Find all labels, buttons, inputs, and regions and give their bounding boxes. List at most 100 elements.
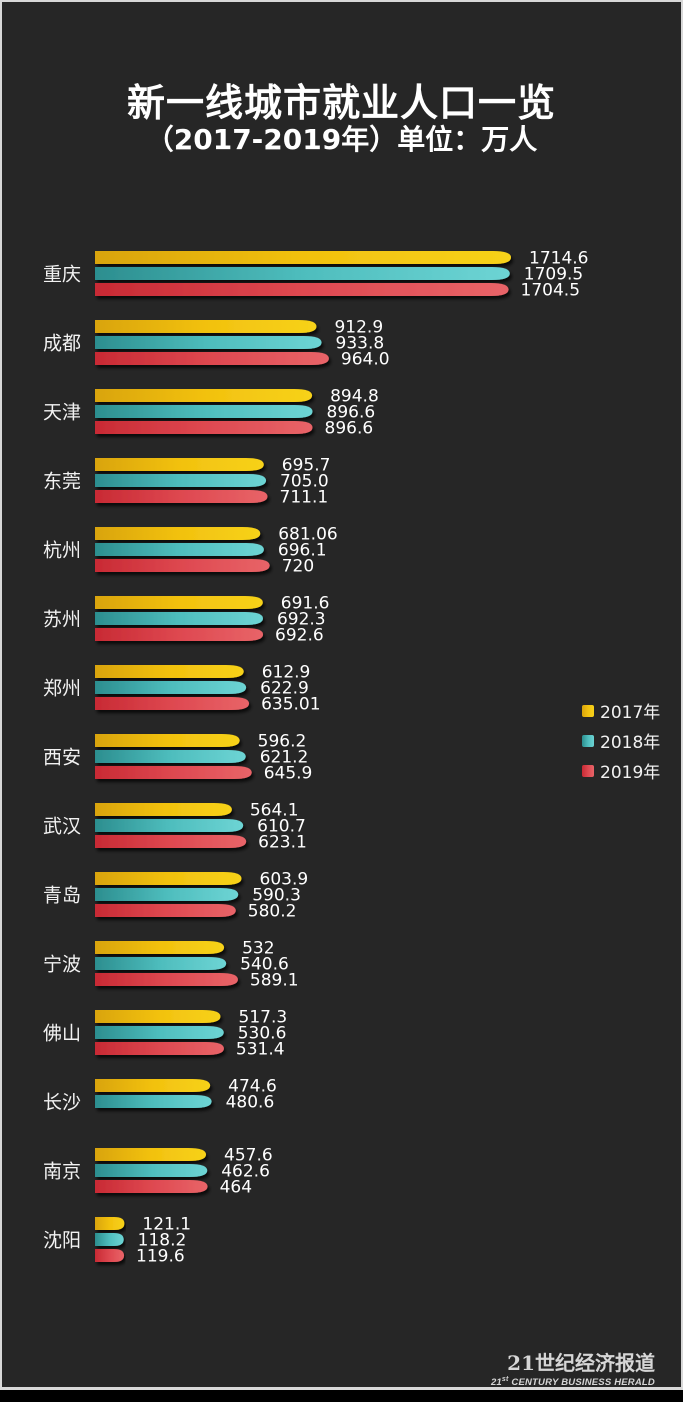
bar-2018年: [95, 681, 247, 694]
legend-swatch: [582, 765, 594, 777]
value-label: 464: [220, 1178, 252, 1198]
city-label: 杭州: [43, 540, 81, 562]
value-label: 896.6: [325, 419, 374, 439]
chart-subtitle: （2017-2019年）单位：万人: [145, 123, 538, 156]
value-label: 590.3: [252, 886, 301, 906]
city-label: 佛山: [43, 1023, 81, 1045]
value-label: 1704.5: [521, 281, 580, 301]
value-label: 691.6: [281, 594, 330, 614]
bar-2018年: [95, 888, 239, 901]
publisher-logo: 21世纪经济报道 21st CENTURY BUSINESS HERALD: [491, 1352, 655, 1388]
bar-2018年: [95, 1095, 212, 1108]
value-label: 720: [282, 557, 314, 577]
value-label: 894.8: [330, 387, 379, 407]
bar-2019年: [95, 973, 238, 986]
bar-2018年: [95, 543, 264, 556]
value-label: 896.6: [327, 403, 376, 423]
logo-english: 21st CENTURY BUSINESS HERALD: [491, 1374, 655, 1388]
bar-2018年: [95, 1164, 208, 1177]
value-label: 681.06: [278, 525, 337, 545]
legend-item: 2017年: [582, 703, 660, 723]
logo-chinese: 21世纪经济报道: [507, 1351, 655, 1375]
value-label: 531.4: [236, 1040, 285, 1060]
value-label: 610.7: [257, 817, 306, 837]
legend-label: 2017年: [600, 703, 660, 723]
value-label: 603.9: [260, 870, 309, 890]
bar-2019年: [95, 697, 250, 710]
bar-2018年: [95, 1233, 124, 1246]
bar-2017年: [95, 458, 264, 471]
legend-item: 2019年: [582, 763, 660, 783]
value-label: 1714.6: [529, 249, 588, 269]
city-label: 宁波: [43, 954, 81, 976]
city-label: 郑州: [43, 678, 81, 700]
bar-2019年: [95, 1042, 224, 1055]
bar-2017年: [95, 803, 232, 816]
bar-2018年: [95, 267, 510, 280]
value-label: 621.2: [260, 748, 309, 768]
bar-2018年: [95, 1026, 224, 1039]
value-label: 692.3: [277, 610, 326, 630]
bar-2017年: [95, 1010, 221, 1023]
value-label: 564.1: [250, 801, 299, 821]
bar-2017年: [95, 1217, 125, 1230]
bar-2018年: [95, 612, 263, 625]
bar-2019年: [95, 628, 264, 641]
bar-2019年: [95, 766, 252, 779]
value-label: 696.1: [278, 541, 327, 561]
value-label: 118.2: [138, 1231, 187, 1251]
value-label: 121.1: [142, 1215, 191, 1235]
legend: 2017年 2018年 2019年: [582, 703, 660, 783]
legend-swatch: [582, 705, 594, 717]
bar-2017年: [95, 389, 313, 402]
value-label: 480.6: [226, 1093, 275, 1113]
value-label: 530.6: [238, 1024, 287, 1044]
chart-title: 新一线城市就业人口一览: [126, 81, 556, 125]
value-label: 622.9: [260, 679, 309, 699]
value-label: 596.2: [258, 732, 307, 752]
bar-2018年: [95, 957, 227, 970]
bar-2018年: [95, 405, 313, 418]
value-label: 532: [242, 939, 274, 959]
value-label: 517.3: [239, 1008, 288, 1028]
value-label: 623.1: [258, 833, 307, 853]
logo-en-rest: CENTURY BUSINESS HERALD: [508, 1377, 655, 1389]
bar-2019年: [95, 421, 313, 434]
value-label: 119.6: [136, 1247, 185, 1267]
city-label: 苏州: [43, 609, 81, 631]
bar-2019年: [95, 835, 247, 848]
value-label: 589.1: [250, 971, 299, 991]
bar-2018年: [95, 819, 244, 832]
bar-2019年: [95, 904, 236, 917]
legend-label: 2018年: [600, 733, 660, 753]
city-label: 重庆: [43, 264, 81, 286]
bar-2019年: [95, 559, 270, 572]
bar-2019年: [95, 490, 268, 503]
city-label: 沈阳: [43, 1230, 81, 1252]
logo-en-sup: st: [501, 1376, 509, 1383]
city-label: 东莞: [43, 471, 81, 493]
legend-label: 2019年: [600, 763, 660, 783]
value-label: 912.9: [334, 318, 383, 338]
legend-swatch: [582, 735, 594, 747]
value-label: 964.0: [341, 350, 390, 370]
value-label: 645.9: [264, 764, 313, 784]
city-label: 青岛: [43, 885, 81, 907]
value-label: 462.6: [221, 1162, 270, 1182]
bar-2018年: [95, 750, 246, 763]
city-label: 武汉: [43, 816, 81, 838]
bar-2017年: [95, 596, 263, 609]
value-label: 540.6: [240, 955, 289, 975]
bar-2019年: [95, 1180, 208, 1193]
value-label: 474.6: [228, 1077, 277, 1097]
